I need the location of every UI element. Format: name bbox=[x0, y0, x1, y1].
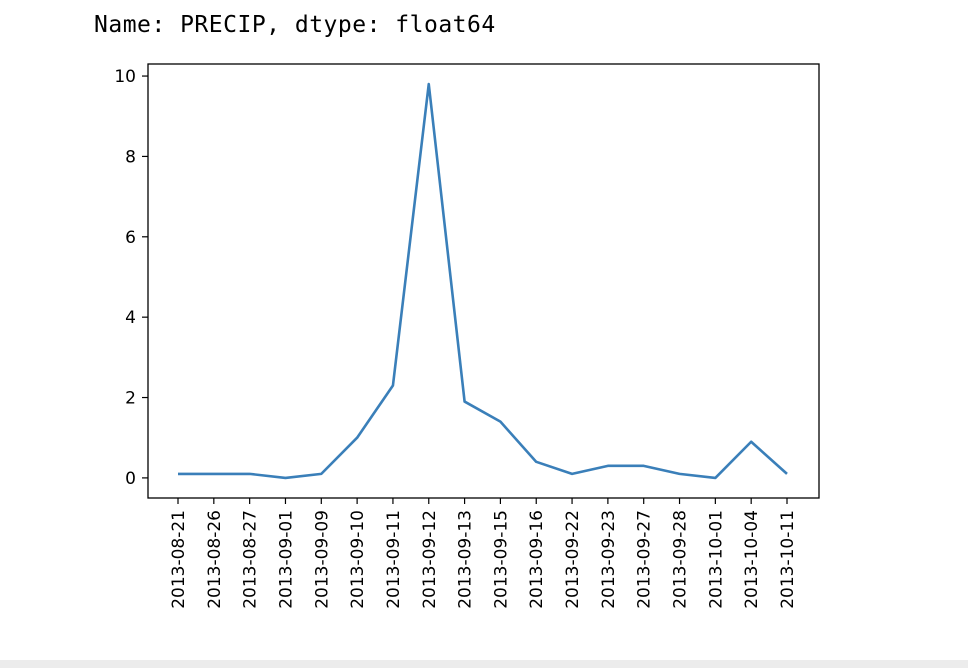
y-tick-label: 4 bbox=[125, 308, 136, 328]
x-tick-label: 2013-10-11 bbox=[778, 510, 798, 609]
x-tick-label: 2013-10-01 bbox=[706, 510, 726, 609]
x-tick-label: 2013-08-27 bbox=[241, 510, 261, 609]
x-tick-label: 2013-10-04 bbox=[742, 510, 762, 609]
x-tick-label: 2013-09-13 bbox=[456, 510, 476, 609]
x-tick-label: 2013-09-11 bbox=[384, 510, 404, 609]
y-tick-label: 2 bbox=[125, 389, 136, 409]
y-axis: 0 2 4 6 8 10 bbox=[114, 67, 148, 489]
x-axis: 2013-08-21 2013-08-26 2013-08-27 2013-09-01… bbox=[169, 498, 798, 609]
x-tick-label: 2013-09-01 bbox=[276, 510, 296, 609]
plot-frame bbox=[147, 63, 820, 499]
x-tick-label: 2013-09-10 bbox=[348, 510, 368, 609]
x-tick-label: 2013-09-15 bbox=[491, 510, 511, 609]
x-tick-label: 2013-08-21 bbox=[169, 510, 189, 609]
series-group bbox=[178, 82, 788, 480]
series-output-header: Name: PRECIP, dtype: float64 bbox=[94, 12, 496, 38]
y-tick-label: 10 bbox=[114, 67, 136, 87]
x-tick-label: 2013-09-12 bbox=[420, 510, 440, 609]
x-tick-label: 2013-09-28 bbox=[671, 510, 691, 609]
x-tick-label: 2013-09-27 bbox=[635, 510, 655, 609]
y-tick-label: 6 bbox=[125, 228, 136, 248]
x-tick-label: 2013-09-16 bbox=[527, 510, 547, 609]
x-tick-label: 2013-09-22 bbox=[563, 510, 583, 609]
x-tick-label: 2013-09-23 bbox=[599, 510, 619, 609]
x-tick-label: 2013-08-26 bbox=[205, 510, 225, 609]
x-tick-label: 2013-09-09 bbox=[312, 510, 332, 609]
cell-bottom-divider bbox=[0, 660, 968, 668]
y-tick-label: 0 bbox=[125, 469, 136, 489]
y-tick-label: 8 bbox=[125, 147, 136, 167]
precip-series-line bbox=[178, 82, 788, 480]
